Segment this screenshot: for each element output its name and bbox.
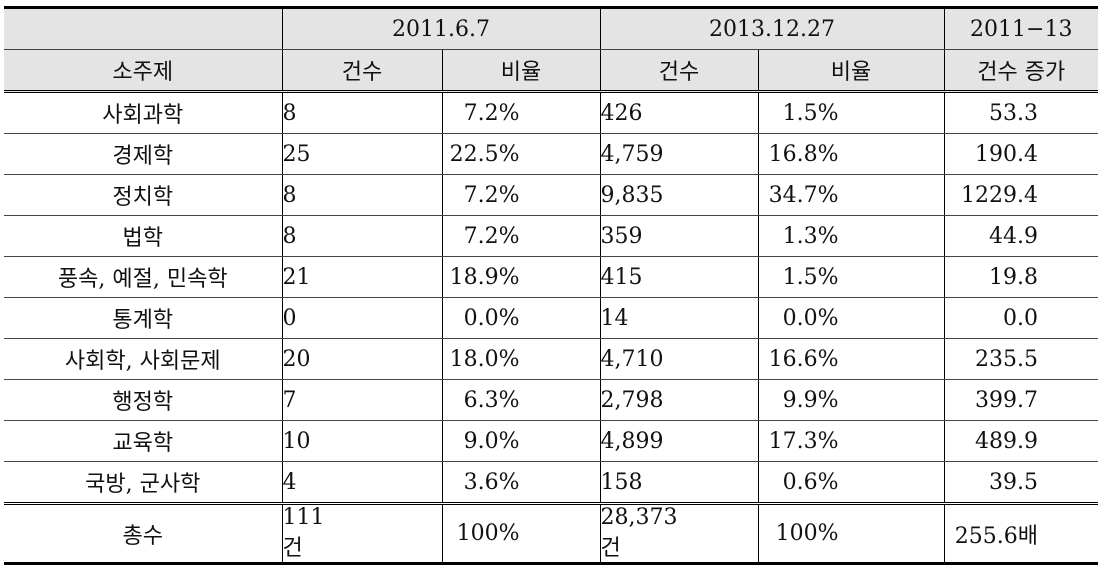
- ratio-2011-cell: 22.5%: [441, 133, 601, 175]
- count-2013-cell: 4,899: [599, 420, 759, 462]
- ratio-2011-cell: 0.0%: [441, 297, 601, 339]
- ratio-2013-cell: 17.3%: [757, 420, 945, 462]
- header-period-2013: 2013.12.27: [599, 6, 945, 50]
- subject-cell: 경제학: [4, 133, 283, 175]
- count-2011-cell: 8: [281, 174, 443, 216]
- ratio-2011-cell: 7.2%: [441, 174, 601, 216]
- ratio-2013-cell: 0.6%: [757, 461, 945, 504]
- subject-cell: 사회과학: [4, 91, 283, 134]
- table-row: 사회학, 사회문제 20 18.0% 4,710 16.6% 235.5: [4, 338, 1098, 380]
- total-row: 총수 111건 100% 28,373건 100% 255.6배: [4, 502, 1098, 565]
- increase-cell: 235.5: [943, 338, 1098, 380]
- count-2011-cell: 10: [281, 420, 443, 462]
- increase-cell: 19.8: [943, 256, 1098, 298]
- count-2013-cell: 9,835: [599, 174, 759, 216]
- count-2013-cell: 2,798: [599, 379, 759, 421]
- count-2013-cell: 426: [599, 91, 759, 134]
- ratio-2011-cell: 9.0%: [441, 420, 601, 462]
- increase-cell: 399.7: [943, 379, 1098, 421]
- header-row-columns: 소주제 건수 비율 건수 비율 건수 증가: [4, 49, 1098, 93]
- header-subject: 소주제: [4, 49, 283, 93]
- ratio-2011-cell: 6.3%: [441, 379, 601, 421]
- subject-cell: 교육학: [4, 420, 283, 462]
- table-row: 경제학 25 22.5% 4,759 16.8% 190.4: [4, 133, 1098, 175]
- header-ratio-2013: 비율: [757, 49, 945, 93]
- count-2011-cell: 0: [281, 297, 443, 339]
- ratio-2011-cell: 7.2%: [441, 91, 601, 134]
- table-body: 사회과학 8 7.2% 426 1.5% 53.3 경제학 25 22.5% 4,759 16.8%…: [4, 91, 1098, 565]
- ratio-2013-cell: 1.3%: [757, 215, 945, 257]
- subject-cell: 사회학, 사회문제: [4, 338, 283, 380]
- table-row: 통계학 0 0.0% 14 0.0% 0.0: [4, 297, 1098, 339]
- table-row: 사회과학 8 7.2% 426 1.5% 53.3: [4, 91, 1098, 134]
- header-count-2013: 건수: [599, 49, 759, 93]
- increase-cell: 1229.4: [943, 174, 1098, 216]
- ratio-2011-cell: 100%: [441, 502, 601, 565]
- subject-cell: 행정학: [4, 379, 283, 421]
- ratio-2011-cell: 7.2%: [441, 215, 601, 257]
- count-2011-cell: 20: [281, 338, 443, 380]
- increase-cell: 0.0: [943, 297, 1098, 339]
- header-count-increase: 건수 증가: [943, 49, 1098, 93]
- header-count-2011: 건수: [281, 49, 443, 93]
- table-row: 풍속, 예절, 민속학 21 18.9% 415 1.5% 19.8: [4, 256, 1098, 298]
- ratio-2013-cell: 1.5%: [757, 91, 945, 134]
- ratio-2013-cell: 16.8%: [757, 133, 945, 175]
- header-period-2011: 2011.6.7: [281, 6, 601, 50]
- count-2013-cell: 4,759: [599, 133, 759, 175]
- ratio-2011-cell: 18.9%: [441, 256, 601, 298]
- count-2013-cell: 158: [599, 461, 759, 504]
- count-2011-cell: 7: [281, 379, 443, 421]
- increase-cell: 39.5: [943, 461, 1098, 504]
- count-2013-cell: 359: [599, 215, 759, 257]
- count-2011-cell: 8: [281, 215, 443, 257]
- subject-cell: 풍속, 예절, 민속학: [4, 256, 283, 298]
- ratio-2011-cell: 18.0%: [441, 338, 601, 380]
- subject-cell: 법학: [4, 215, 283, 257]
- subject-cell: 총수: [4, 502, 283, 565]
- count-2013-cell: 415: [599, 256, 759, 298]
- count-2011-cell: 8: [281, 91, 443, 134]
- table-row: 법학 8 7.2% 359 1.3% 44.9: [4, 215, 1098, 257]
- header-row-periods: 2011.6.7 2013.12.27 2011−13: [4, 6, 1098, 50]
- subject-cell: 국방, 군사학: [4, 461, 283, 504]
- header-ratio-2011: 비율: [441, 49, 601, 93]
- ratio-2013-cell: 16.6%: [757, 338, 945, 380]
- table-row: 정치학 8 7.2% 9,835 34.7% 1229.4: [4, 174, 1098, 216]
- ratio-2013-cell: 9.9%: [757, 379, 945, 421]
- ratio-2011-cell: 3.6%: [441, 461, 601, 504]
- count-2013-cell: 14: [599, 297, 759, 339]
- increase-cell: 190.4: [943, 133, 1098, 175]
- subject-cell: 정치학: [4, 174, 283, 216]
- header-empty-cell: [4, 6, 283, 50]
- count-2011-cell: 4: [281, 461, 443, 504]
- count-2011-cell: 25: [281, 133, 443, 175]
- count-2011-cell: 111건: [281, 502, 443, 565]
- ratio-2013-cell: 100%: [757, 502, 945, 565]
- increase-cell: 53.3: [943, 91, 1098, 134]
- subject-cell: 통계학: [4, 297, 283, 339]
- statistics-table: 2011.6.7 2013.12.27 2011−13 소주제 건수 비율 건수…: [4, 6, 1098, 565]
- ratio-2013-cell: 1.5%: [757, 256, 945, 298]
- ratio-2013-cell: 34.7%: [757, 174, 945, 216]
- header-period-range: 2011−13: [943, 6, 1098, 50]
- table-row: 행정학 7 6.3% 2,798 9.9% 399.7: [4, 379, 1098, 421]
- count-2013-cell: 4,710: [599, 338, 759, 380]
- ratio-2013-cell: 0.0%: [757, 297, 945, 339]
- increase-cell: 44.9: [943, 215, 1098, 257]
- increase-cell: 489.9: [943, 420, 1098, 462]
- increase-cell: 255.6배: [943, 502, 1098, 565]
- table-row: 국방, 군사학 4 3.6% 158 0.6% 39.5: [4, 461, 1098, 504]
- count-2013-cell: 28,373건: [599, 502, 759, 565]
- table-row: 교육학 10 9.0% 4,899 17.3% 489.9: [4, 420, 1098, 462]
- count-2011-cell: 21: [281, 256, 443, 298]
